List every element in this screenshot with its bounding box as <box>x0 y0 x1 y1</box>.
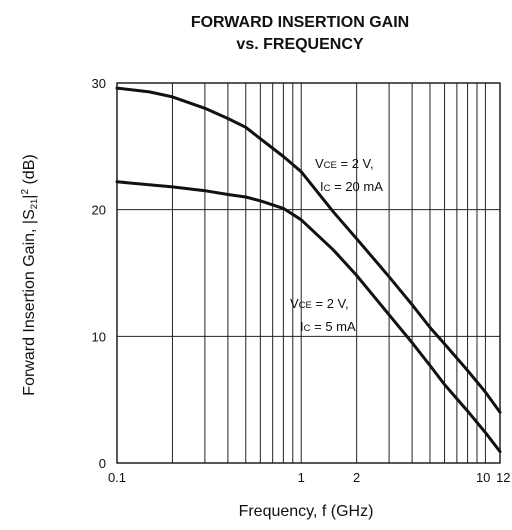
y-tick-label: 10 <box>92 329 106 344</box>
chart-title-line1: FORWARD INSERTION GAIN <box>191 14 409 31</box>
x-tick-label: 0.1 <box>108 470 126 485</box>
annotation-5ma-line2: IC = 5 mA <box>300 319 356 334</box>
annotation-5ma: VCE = 2 V, IC = 5 mA <box>290 296 356 334</box>
annotation-20ma: VCE = 2 V, IC = 20 mA <box>315 156 383 194</box>
plot-frame <box>116 82 501 464</box>
x-tick-label: 12 <box>496 470 510 485</box>
annotation-5ma-line1: VCE = 2 V, <box>290 296 349 311</box>
chart-title-line2: vs. FREQUENCY <box>236 36 363 53</box>
series-layer <box>115 86 502 454</box>
annotation-20ma-line2: IC = 20 mA <box>320 179 383 194</box>
x-tick-label: 2 <box>353 470 360 485</box>
x-axis-label: Frequency, f (GHz) <box>239 503 374 520</box>
x-tick-label: 1 <box>298 470 305 485</box>
y-tick-label: 20 <box>92 203 106 218</box>
annotation-20ma-line1: VCE = 2 V, <box>315 156 374 171</box>
x-tick-label: 10 <box>476 470 490 485</box>
y-tick-label: 0 <box>99 456 106 471</box>
series-line-2 <box>115 180 502 454</box>
grid <box>116 82 501 464</box>
y-tick-label: 30 <box>92 76 106 91</box>
y-axis-label: Forward Insertion Gain, |S21|2 (dB) <box>20 154 40 395</box>
series-line-1 <box>115 86 502 414</box>
